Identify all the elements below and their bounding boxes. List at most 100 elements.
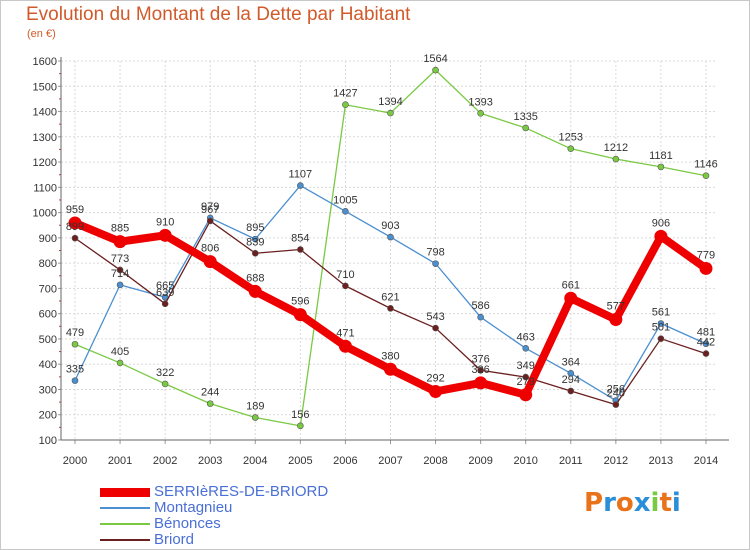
data-label: 1212: [604, 142, 628, 154]
data-label: 240: [607, 388, 625, 400]
data-label: 294: [562, 374, 580, 386]
x-tick-label: 2011: [559, 455, 583, 467]
data-point: [702, 172, 710, 180]
y-tick-label: 700: [39, 283, 57, 295]
x-tick-label: 2006: [333, 455, 357, 467]
data-point: [702, 340, 710, 348]
y-tick-label: 1500: [33, 81, 57, 93]
data-point: [477, 366, 484, 374]
data-point: [342, 208, 349, 215]
data-label: 380: [381, 350, 399, 362]
data-label: 661: [562, 279, 580, 291]
x-tick-label: 2005: [288, 455, 312, 467]
data-label: 279: [517, 376, 535, 388]
data-label: 839: [246, 236, 264, 248]
data-label: 349: [517, 360, 535, 372]
logo-letter: x: [633, 488, 651, 518]
data-label: 463: [517, 331, 535, 343]
data-point: [206, 217, 214, 225]
data-label: 156: [291, 409, 309, 421]
legend-label: SERRIèRES-DE-BRIORD: [154, 483, 329, 500]
data-label: 895: [246, 222, 264, 234]
axis-layer: 100 200 300 400 500 600 700 800 900 1000 1100 1200 1…: [33, 56, 729, 467]
legend-swatch: [100, 507, 150, 509]
data-point: [342, 101, 349, 109]
data-point: [71, 377, 79, 384]
data-label: 442: [697, 337, 715, 349]
legend-swatch: [100, 488, 150, 497]
data-point: [567, 145, 575, 152]
x-tick-label: 2007: [378, 455, 402, 467]
data-point: [699, 261, 713, 275]
data-label: 967: [201, 204, 219, 216]
data-point: [567, 369, 575, 377]
data-point: [702, 350, 710, 357]
data-point: [206, 400, 214, 407]
data-point: [158, 228, 172, 242]
data-label: 798: [426, 247, 444, 259]
data-label: 501: [652, 322, 670, 334]
data-label: 322: [156, 367, 174, 379]
data-label: 959: [66, 204, 84, 216]
data-label: 405: [111, 346, 129, 358]
legend-swatch: [100, 539, 150, 541]
x-tick-label: 2001: [108, 455, 132, 467]
data-label: 1253: [559, 132, 583, 144]
x-tick-label: 2012: [604, 455, 628, 467]
data-point: [387, 305, 394, 312]
data-label: 335: [66, 364, 84, 376]
data-point: [251, 235, 259, 243]
y-tick-label: 500: [39, 334, 57, 346]
data-label: 1181: [649, 150, 673, 162]
data-label: 885: [111, 223, 129, 235]
data-label: 244: [201, 387, 219, 399]
data-point: [654, 229, 668, 243]
logo-letter: P: [584, 488, 604, 518]
data-point: [387, 109, 394, 117]
legend-swatch: [100, 523, 150, 525]
data-label: 596: [291, 296, 309, 308]
data-label: 376: [471, 353, 489, 365]
data-label: 561: [652, 307, 670, 319]
series-layer: [68, 66, 713, 430]
data-point: [522, 124, 530, 132]
x-tick-label: 2002: [153, 455, 177, 467]
data-label: 665: [156, 280, 174, 292]
data-label: 292: [426, 372, 444, 384]
data-point: [657, 163, 665, 171]
data-point: [71, 234, 79, 242]
data-point: [161, 300, 169, 308]
chart-subtitle: (en €): [27, 28, 56, 40]
data-label: 903: [381, 220, 399, 232]
data-point: [432, 324, 439, 332]
data-label: 586: [471, 300, 489, 312]
data-label-layer: 479 405 322 244 189 156 1427 1394 1564 1393 1335 12…: [66, 53, 718, 421]
y-tick-label: 200: [39, 410, 57, 422]
data-label: 1146: [694, 159, 718, 171]
x-tick-label: 2004: [243, 455, 267, 467]
data-label: 979: [201, 201, 219, 213]
data-point: [612, 401, 620, 408]
data-label: 543: [426, 311, 444, 323]
data-point: [432, 66, 439, 74]
x-tick-label: 2013: [649, 455, 673, 467]
x-tick-label: 2003: [198, 455, 222, 467]
logo-letter: r: [603, 488, 616, 518]
data-label: 1005: [333, 194, 357, 206]
data-point: [251, 414, 259, 421]
data-point: [519, 388, 533, 402]
data-point: [387, 233, 394, 241]
y-tick-label: 800: [39, 258, 57, 270]
data-label: 326: [471, 364, 489, 376]
legend-label: Briord: [154, 531, 195, 548]
data-point: [609, 312, 623, 326]
data-point: [432, 260, 439, 267]
data-point: [297, 422, 304, 430]
logo-letter: i: [671, 488, 681, 518]
x-tick-label: 2014: [694, 455, 718, 467]
data-point: [116, 359, 124, 367]
y-tick-label: 1000: [33, 208, 57, 220]
data-label: 639: [156, 287, 174, 299]
logo-letter: i: [650, 488, 660, 518]
